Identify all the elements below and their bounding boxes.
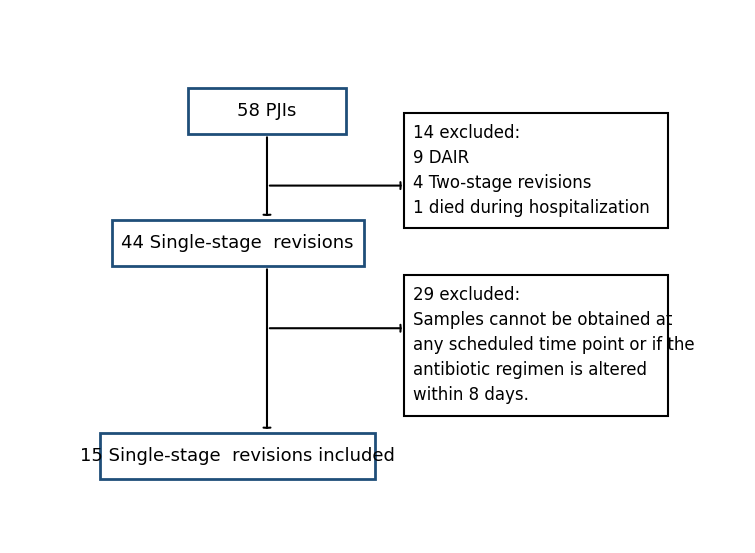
Text: 14 excluded:
9 DAIR
4 Two-stage revisions
1 died during hospitalization: 14 excluded: 9 DAIR 4 Two-stage revision… [413,124,650,217]
FancyBboxPatch shape [405,113,668,228]
Text: 58 PJIs: 58 PJIs [237,102,297,120]
Text: 44 Single-stage  revisions: 44 Single-stage revisions [122,234,354,252]
Text: 29 excluded:
Samples cannot be obtained at
any scheduled time point or if the
an: 29 excluded: Samples cannot be obtained … [413,286,695,404]
FancyBboxPatch shape [405,275,668,415]
Text: 15 Single-stage  revisions included: 15 Single-stage revisions included [80,447,395,465]
FancyBboxPatch shape [112,220,364,267]
FancyBboxPatch shape [188,88,346,134]
FancyBboxPatch shape [100,432,375,479]
